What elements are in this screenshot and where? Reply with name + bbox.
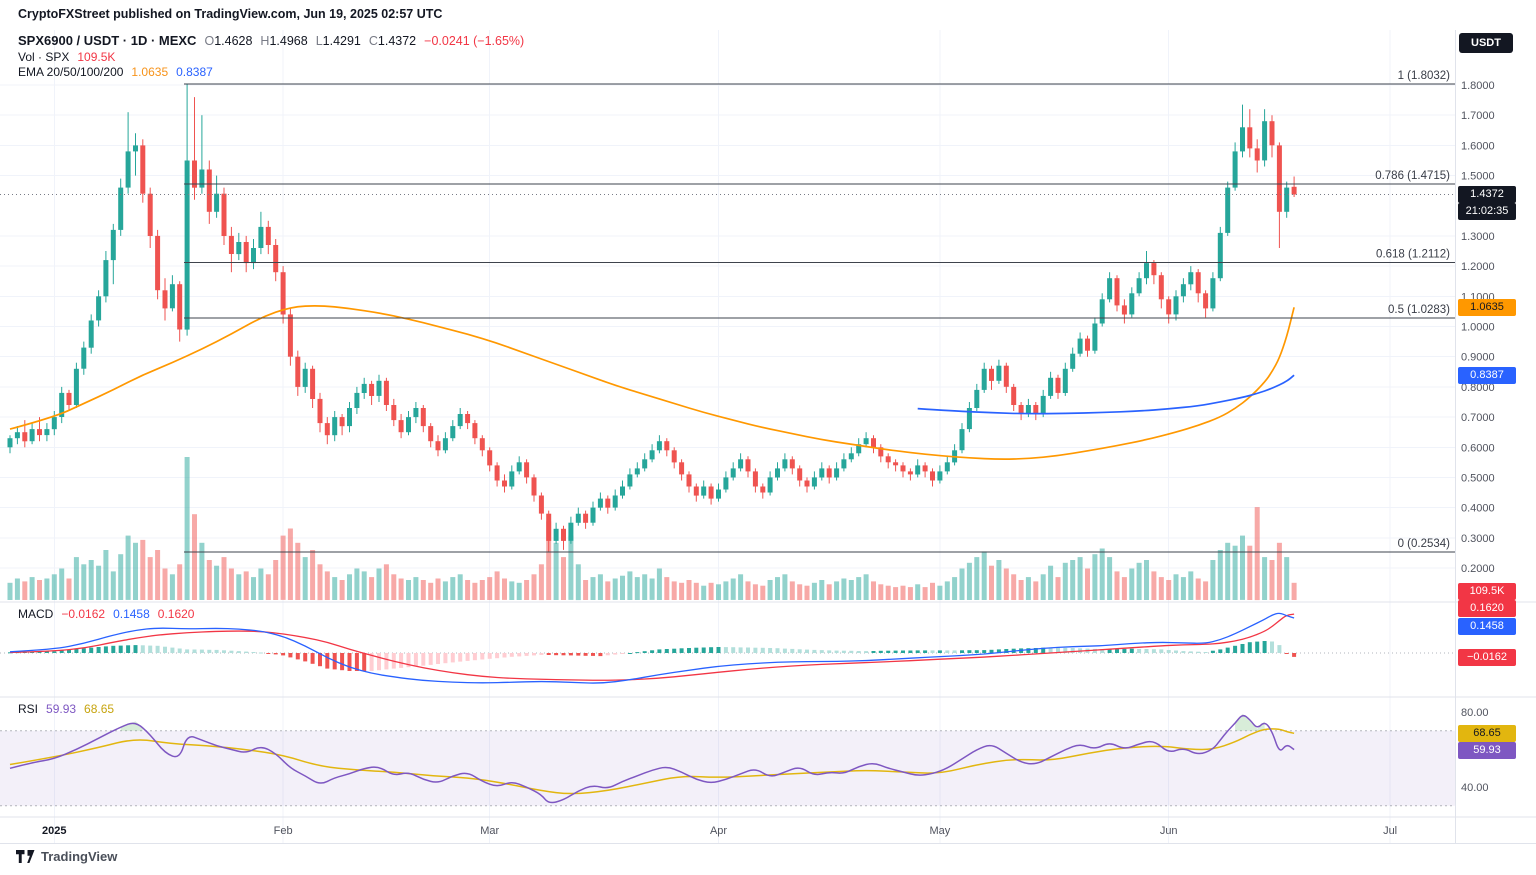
ema-lines xyxy=(9,305,1295,460)
published-line: CryptoFXStreet published on TradingView.… xyxy=(18,7,443,21)
time-tick: Mar xyxy=(480,825,499,837)
time-tick: May xyxy=(930,825,951,837)
ohlc-value: 1.4372 xyxy=(377,34,417,48)
volume-value: 109.5K xyxy=(77,50,116,64)
rsi-ma-value: 68.65 xyxy=(84,702,115,716)
volume-legend-row: Vol · SPX 109.5K xyxy=(18,50,115,64)
price-tick: 1.0000 xyxy=(1461,322,1495,334)
fib-label: 0 (0.2534) xyxy=(1398,538,1451,550)
ohlc-value: 1.4628 xyxy=(214,34,253,48)
countdown-badge: 21:02:35 xyxy=(1458,203,1516,220)
ema-blue-value: 0.8387 xyxy=(176,65,213,79)
macd-line-badge: 0.1458 xyxy=(1458,617,1516,635)
rsi-overbought-fill xyxy=(1235,713,1265,731)
macd-hist-value: −0.0162 xyxy=(61,607,106,621)
macd-histogram-badge: −0.0162 xyxy=(1458,648,1516,666)
ohlc-high: H1.4968 xyxy=(260,34,307,48)
pane-separators xyxy=(0,30,1536,844)
volume-bars xyxy=(7,457,1297,601)
macd-signal-badge: 0.1620 xyxy=(1458,599,1516,617)
rsi-lines xyxy=(9,713,1295,804)
fib-levels: 1 (1.8032) 0.786 (1.4715) 0.618 (1.2112) 0.… xyxy=(184,70,1455,553)
price-tick: 0.9000 xyxy=(1461,352,1495,364)
currency-badge: USDT xyxy=(1459,33,1513,53)
ohlc-key: O xyxy=(204,34,215,48)
ohlc-value: 1.4291 xyxy=(322,34,361,48)
ohlc-close: C1.4372 xyxy=(369,34,416,48)
price-tick: 0.5000 xyxy=(1461,472,1495,484)
time-tick: Jun xyxy=(1160,825,1178,837)
price-axis-labels: 1.80001.70001.60001.50001.30001.20001.10… xyxy=(1461,80,1495,575)
tradingview-logo-icon xyxy=(16,850,35,863)
rsi-axis-labels: 80.00 40.00 xyxy=(1461,707,1489,794)
macd-signal-value: 0.1620 xyxy=(157,607,195,621)
fib-label: 1 (1.8032) xyxy=(1398,70,1451,82)
time-tick: Apr xyxy=(710,825,727,837)
symbol-title[interactable]: SPX6900 / USDT · 1D · MEXC xyxy=(18,33,197,48)
rsi-label[interactable]: RSI xyxy=(18,702,39,716)
rsi-value-badge: 59.93 xyxy=(1458,741,1516,759)
ohlc-key: L xyxy=(315,34,323,48)
rsi-tick: 40.00 xyxy=(1461,782,1489,794)
ohlc-value: 1.4968 xyxy=(269,34,308,48)
time-tick: Jul xyxy=(1383,825,1397,837)
macd-signal-line xyxy=(9,613,1295,681)
rsi-band xyxy=(0,730,1455,807)
ema-orange-price-badge: 1.0635 xyxy=(1458,298,1516,316)
rsi-ma-line xyxy=(9,728,1295,795)
symbol-legend-row: SPX6900 / USDT · 1D · MEXC O1.4628 H1.49… xyxy=(18,33,524,48)
macd-label[interactable]: MACD xyxy=(18,607,54,621)
price-tick: 0.8000 xyxy=(1461,382,1495,394)
fib-label: 0.5 (1.0283) xyxy=(1388,304,1450,316)
ema-legend-row: EMA 20/50/100/200 1.0635 0.8387 xyxy=(18,65,213,79)
ohlc-open: O1.4628 xyxy=(204,34,252,48)
ema-blue-price-badge: 0.8387 xyxy=(1458,366,1516,384)
price-tick: 1.6000 xyxy=(1461,140,1495,152)
price-tick: 1.2000 xyxy=(1461,261,1495,273)
rsi-legend-row: RSI 59.93 68.65 xyxy=(18,702,114,716)
footer-brand[interactable]: TradingView xyxy=(16,849,117,864)
volume-badge: 109.5K xyxy=(1458,582,1516,600)
macd-pane xyxy=(0,612,1455,684)
ema-blue-line xyxy=(917,374,1295,415)
price-tick: 1.3000 xyxy=(1461,231,1495,243)
publish-header: CryptoFXStreet published on TradingView.… xyxy=(18,7,442,21)
rsi-ma-badge: 68.65 xyxy=(1458,724,1516,742)
macd-line-value: 0.1458 xyxy=(113,607,150,621)
price-tick: 0.4000 xyxy=(1461,503,1495,515)
macd-line xyxy=(9,612,1295,684)
fib-label: 0.618 (1.2112) xyxy=(1376,249,1450,261)
time-axis-labels: 2025 Feb Mar Apr May Jun Jul xyxy=(42,825,1397,837)
price-tick: 1.8000 xyxy=(1461,80,1495,92)
candlesticks xyxy=(7,84,1297,552)
rsi-value: 59.93 xyxy=(46,702,77,716)
macd-legend-row: MACD −0.0162 0.1458 0.1620 xyxy=(18,607,194,621)
current-price-badge: 1.4372 xyxy=(1458,186,1516,203)
fib-label: 0.786 (1.4715) xyxy=(1375,170,1450,182)
change-value: −0.0241 (−1.65%) xyxy=(424,34,525,48)
price-tick: 1.7000 xyxy=(1461,110,1495,122)
price-tick: 0.6000 xyxy=(1461,442,1495,454)
time-tick: Feb xyxy=(274,825,293,837)
rsi-line xyxy=(9,714,1295,804)
footer-brand-text: TradingView xyxy=(41,849,118,864)
ema-orange-value: 1.0635 xyxy=(131,65,169,79)
volume-label[interactable]: Vol · SPX xyxy=(18,50,70,64)
ema-orange-line xyxy=(9,305,1295,460)
ohlc-low: L1.4291 xyxy=(316,34,361,48)
ohlc-key: C xyxy=(368,34,378,48)
ema-label[interactable]: EMA 20/50/100/200 xyxy=(18,65,124,79)
time-tick: 2025 xyxy=(42,825,66,837)
price-tick: 1.5000 xyxy=(1461,171,1495,183)
price-tick: 0.2000 xyxy=(1461,563,1495,575)
rsi-tick: 80.00 xyxy=(1461,707,1489,719)
price-tick: 0.3000 xyxy=(1461,533,1495,545)
ohlc-key: H xyxy=(260,34,270,48)
price-tick: 0.7000 xyxy=(1461,412,1495,424)
